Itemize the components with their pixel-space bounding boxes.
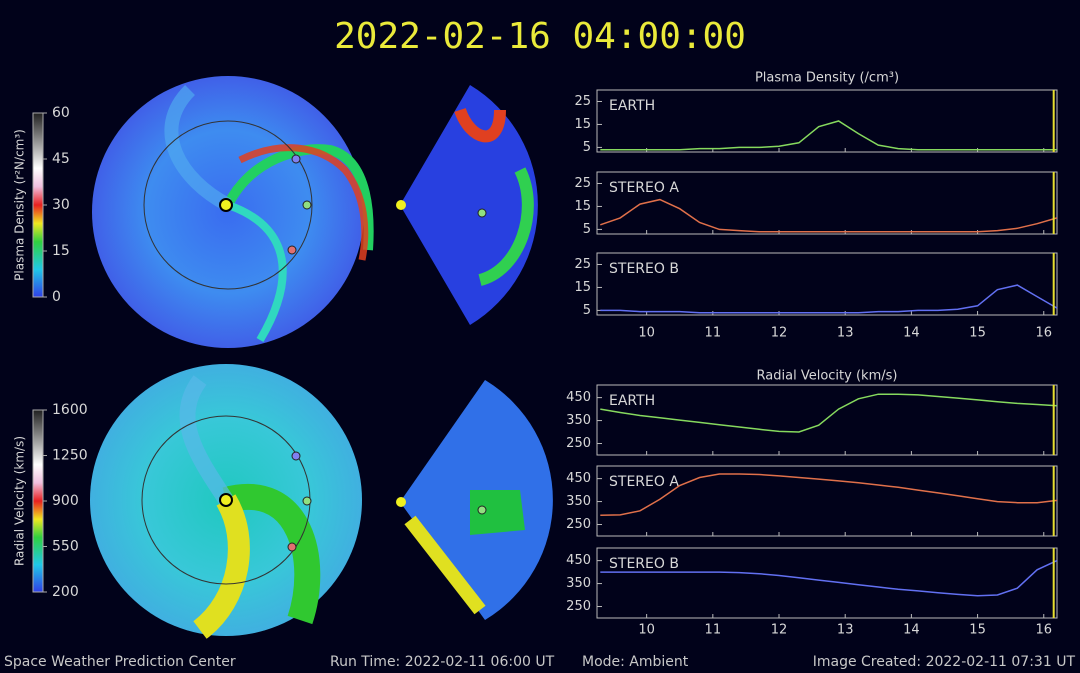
series-line [600,473,1058,517]
page-title: 2022-02-16 04:00:00 [334,16,746,57]
colorbar-tick-label: 1600 [52,402,88,418]
footer-run-time: Run Time: 2022-02-11 06:00 UT [330,654,555,670]
x-tick-label: 12 [771,326,788,341]
y-tick-label: 250 [566,517,591,532]
colorbar-tick-label: 0 [52,289,61,305]
x-tick-label: 10 [638,326,655,341]
colorbar-tick-label: 15 [52,243,70,259]
y-tick-label: 15 [574,280,591,295]
panel-frame [596,384,1058,456]
y-tick-label: 5 [583,303,591,318]
series-name: STEREO A [609,180,679,196]
series-line [600,284,1058,314]
y-tick-label: 25 [574,94,591,109]
x-tick-label: 16 [1035,326,1052,341]
panel-title: Radial Velocity (km/s) [757,369,898,384]
y-tick-label: 450 [566,553,591,568]
panel-frame [596,547,1058,619]
colorbar-tick-label: 900 [52,493,79,509]
colorbar-tick-label: 550 [52,539,79,555]
colorbar-tick-label: 45 [52,151,70,167]
series-name: EARTH [609,98,655,114]
series-name: STEREO B [609,261,679,277]
colorbar-tick-label: 30 [52,197,70,213]
series-line [600,198,1058,233]
series-line [600,559,1058,597]
y-tick-label: 250 [566,436,591,451]
x-tick-label: 13 [837,326,854,341]
y-tick-label: 5 [583,140,591,155]
x-tick-label: 11 [705,623,722,638]
y-tick-label: 350 [566,494,591,509]
x-tick-label: 16 [1035,623,1052,638]
series-name: EARTH [609,393,655,409]
y-tick-label: 350 [566,413,591,428]
panel-frame [596,89,1058,153]
x-tick-label: 13 [837,623,854,638]
colorbar-tick-label: 200 [52,584,79,600]
x-tick-label: 14 [903,623,920,638]
y-tick-label: 15 [574,117,591,132]
footer-created: Image Created: 2022-02-11 07:31 UT [813,654,1076,670]
x-tick-label: 14 [903,326,920,341]
colorbar-label: Plasma Density (r²N/cm³) [13,129,27,281]
series-line [600,120,1057,151]
colorbar-label: Radial Velocity (km/s) [13,436,27,566]
footer-center: Space Weather Prediction Center [4,654,236,670]
colorbar-tick-label: 60 [52,105,70,121]
panel-frame [596,171,1058,235]
colorbar-tick-label: 1250 [52,448,88,464]
y-tick-label: 25 [574,176,591,191]
x-tick-label: 15 [969,326,986,341]
series-line [600,393,1058,433]
velocity-disk [90,364,553,639]
y-tick-label: 15 [574,199,591,214]
colorbar [32,112,44,298]
series-name: STEREO B [609,556,679,572]
y-tick-label: 450 [566,471,591,486]
panel-frame [596,252,1058,316]
series-name: STEREO A [609,474,679,490]
x-tick-label: 10 [638,623,655,638]
density-disk [92,76,538,348]
x-tick-label: 15 [969,623,986,638]
y-tick-label: 25 [574,257,591,272]
colorbar [32,409,44,593]
footer-mode: Mode: Ambient [582,654,689,670]
x-tick-label: 11 [705,326,722,341]
y-tick-label: 250 [566,599,591,614]
y-tick-label: 350 [566,576,591,591]
panel-title: Plasma Density (/cm³) [755,71,899,86]
x-tick-label: 12 [771,623,788,638]
y-tick-label: 450 [566,390,591,405]
y-tick-label: 5 [583,222,591,237]
